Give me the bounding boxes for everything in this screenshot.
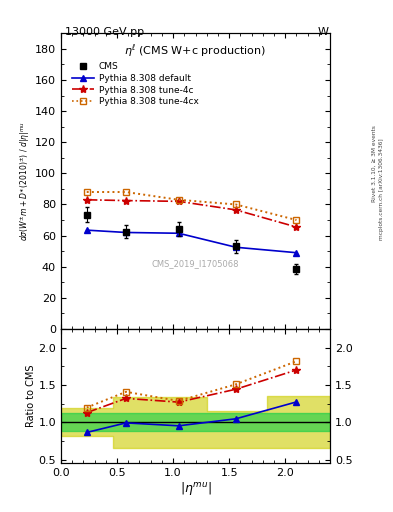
- Text: $\eta^\ell$ (CMS W+c production): $\eta^\ell$ (CMS W+c production): [124, 42, 267, 59]
- Legend: CMS, Pythia 8.308 default, Pythia 8.308 tune-4c, Pythia 8.308 tune-4cx: CMS, Pythia 8.308 default, Pythia 8.308 …: [68, 58, 202, 110]
- Text: CMS_2019_I1705068: CMS_2019_I1705068: [152, 260, 239, 268]
- X-axis label: $|\eta^{mu}|$: $|\eta^{mu}|$: [180, 480, 211, 497]
- Y-axis label: $d\sigma(W^{\pm}m + D^{\ast}(2010)^{\pm})\ /\ d|\eta|^{mu}$: $d\sigma(W^{\pm}m + D^{\ast}(2010)^{\pm}…: [18, 121, 32, 241]
- Text: 13000 GeV pp: 13000 GeV pp: [65, 27, 144, 37]
- Text: W: W: [317, 27, 328, 37]
- Y-axis label: Ratio to CMS: Ratio to CMS: [26, 365, 35, 428]
- Text: Rivet 3.1.10, ≥ 3M events: Rivet 3.1.10, ≥ 3M events: [372, 125, 376, 202]
- Text: mcplots.cern.ch [arXiv:1306.3436]: mcplots.cern.ch [arXiv:1306.3436]: [380, 139, 384, 240]
